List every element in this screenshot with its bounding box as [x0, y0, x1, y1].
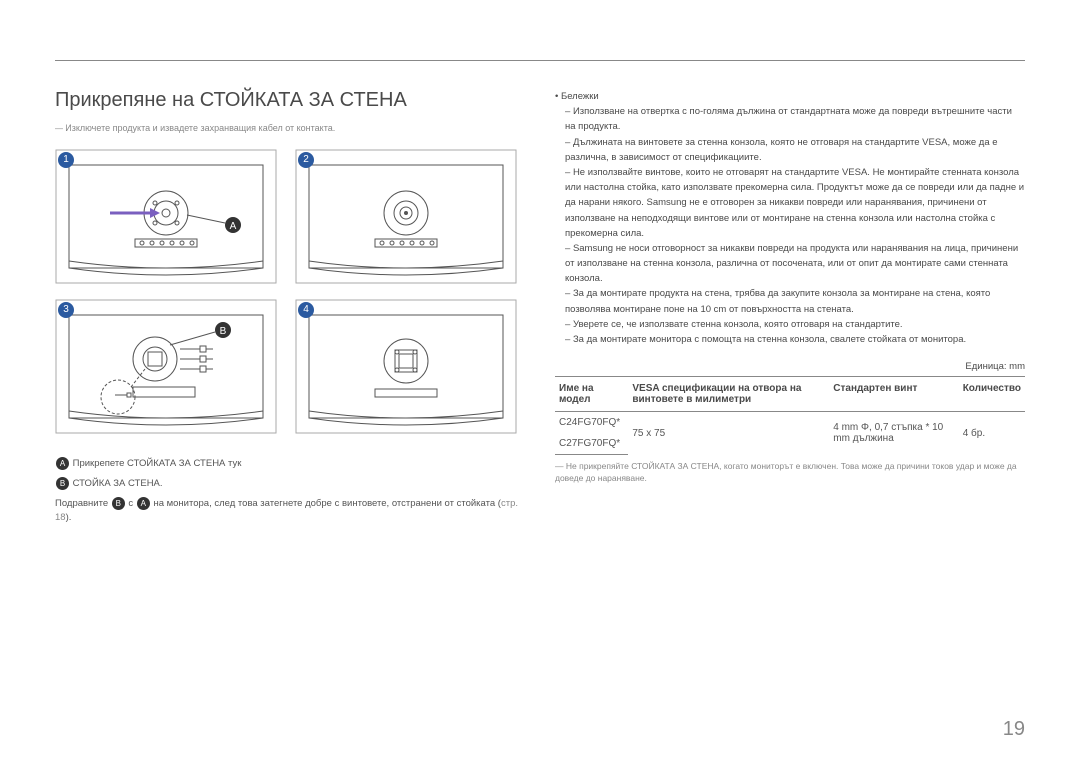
footnote: Не прикрепяйте СТОЙКАТА ЗА СТЕНА, когато… [555, 461, 1025, 485]
td-qty: 4 бр. [959, 412, 1025, 455]
th-qty: Количество [959, 377, 1025, 412]
page-number: 19 [1003, 718, 1025, 741]
th-vesa: VESA спецификации на отвора на винтовете… [628, 377, 829, 412]
circ-b2-icon: B [112, 497, 125, 510]
notes-block: Бележки Използване на отвертка с по-голя… [555, 89, 1025, 347]
legend-align-4: ). [66, 512, 72, 523]
legend-b: B СТОЙКА ЗА СТЕНА. [55, 477, 525, 490]
note-item: Дължината на винтовете за стенна конзола… [565, 135, 1025, 165]
note-item: За да монтирате продукта на стена, трябв… [565, 286, 1025, 316]
step-badge-4: 4 [298, 302, 314, 318]
legend-a: A Прикрепете СТОЙКАТА ЗА СТЕНА тук [55, 457, 525, 470]
th-screw: Стандартен винт [829, 377, 958, 412]
step-cell-4: 4 [295, 299, 525, 439]
svg-text:B: B [220, 326, 227, 337]
circ-a2-icon: A [137, 497, 150, 510]
diagram-2 [295, 149, 517, 284]
unit-note: Единица: mm [555, 361, 1025, 372]
step-cell-1: 1 [55, 149, 285, 289]
legend-align-3: на монитора, след това затегнете добре с… [153, 498, 495, 509]
legend-a-text: Прикрепете СТОЙКАТА ЗА СТЕНА тук [73, 458, 242, 469]
note-item: Не използвайте винтове, които не отговар… [565, 165, 1025, 241]
diagram-4 [295, 299, 517, 434]
two-column-layout: Прикрепяне на СТОЙКАТА ЗА СТЕНА Изключет… [55, 89, 1025, 531]
step-badge-1: 1 [58, 152, 74, 168]
note-item: Уверете се, че използвате стенна конзола… [565, 317, 1025, 332]
note-item: За да монтирате монитора с помощта на ст… [565, 332, 1025, 347]
diagram-3: B [55, 299, 277, 434]
notes-list: Използване на отвертка с по-голяма дължи… [565, 104, 1025, 347]
note-item: Използване на отвертка с по-голяма дължи… [565, 104, 1025, 134]
step-cell-3: 3 B [55, 299, 285, 439]
legend-align-1: Подравните [55, 498, 108, 509]
left-column: Прикрепяне на СТОЙКАТА ЗА СТЕНА Изключет… [55, 89, 525, 531]
step-cell-2: 2 [295, 149, 525, 289]
top-rule [55, 60, 1025, 61]
step-grid: 1 [55, 149, 525, 439]
notes-header: Бележки [555, 89, 1025, 104]
step-badge-2: 2 [298, 152, 314, 168]
th-model: Име на модел [555, 377, 628, 412]
td-model-1: C24FG70FQ* [555, 412, 628, 434]
pre-note: Изключете продукта и извадете захранващи… [55, 122, 525, 135]
legend-align: Подравните B с A на монитора, след това … [55, 497, 525, 524]
td-vesa: 75 x 75 [628, 412, 829, 455]
svg-text:A: A [230, 221, 237, 232]
td-screw: 4 mm Φ, 0,7 стъпка * 10 mm дължина [829, 412, 958, 455]
right-column: Бележки Използване на отвертка с по-голя… [555, 89, 1025, 531]
td-model-2: C27FG70FQ* [555, 433, 628, 455]
circ-a-icon: A [56, 457, 69, 470]
step-badge-3: 3 [58, 302, 74, 318]
legend-align-2: с [128, 498, 133, 509]
spec-table: Име на модел VESA спецификации на отвора… [555, 376, 1025, 455]
circ-b-icon: B [56, 477, 69, 490]
legend-b-text: СТОЙКА ЗА СТЕНА. [73, 478, 163, 489]
page-title: Прикрепяне на СТОЙКАТА ЗА СТЕНА [55, 89, 525, 112]
diagram-1: A [55, 149, 277, 284]
note-item: Samsung не носи отговорност за никакви п… [565, 241, 1025, 287]
